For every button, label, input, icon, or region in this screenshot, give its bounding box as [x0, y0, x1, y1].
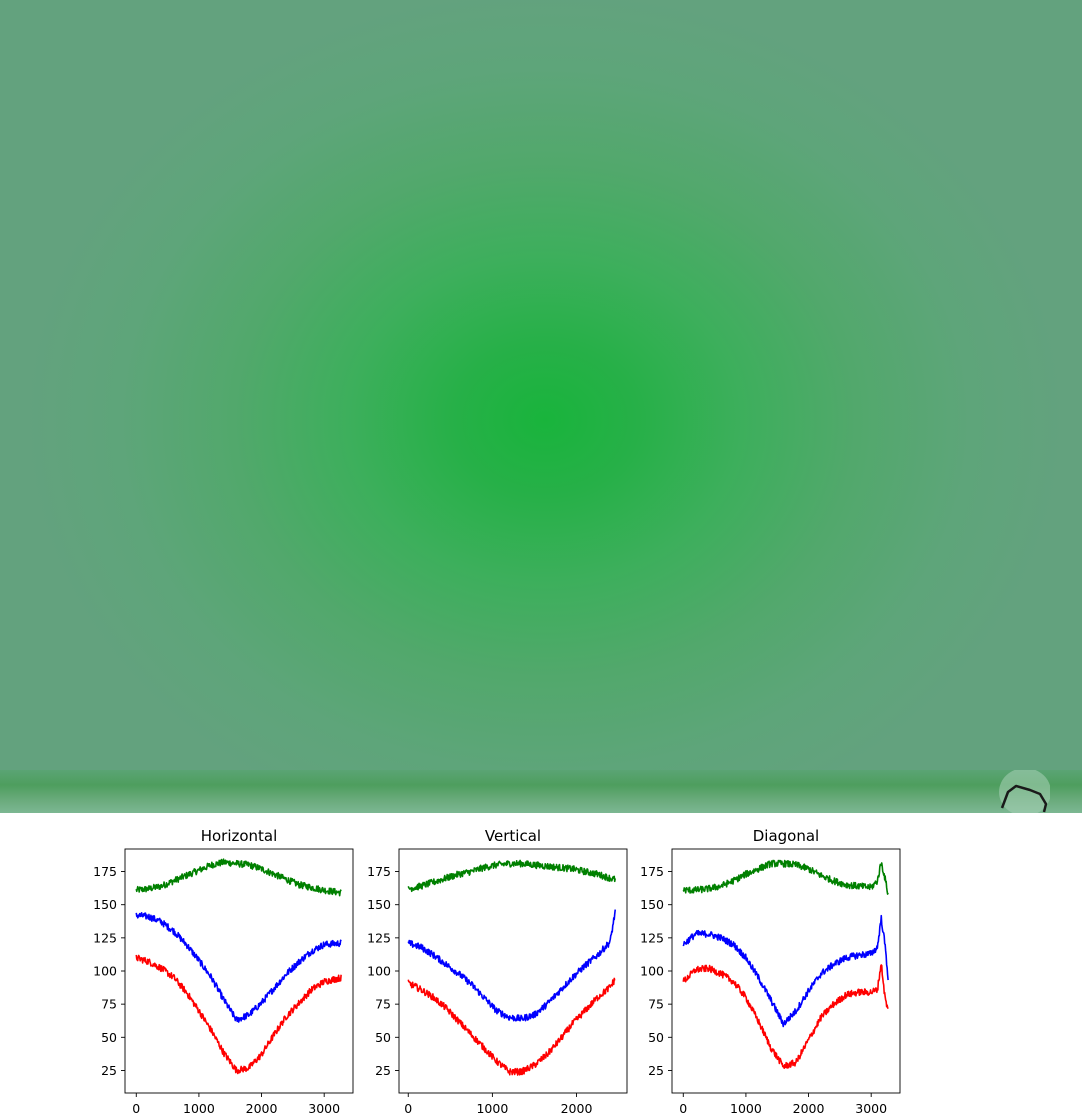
y-tick-label: 25	[101, 1063, 117, 1078]
y-tick-label: 75	[648, 997, 664, 1012]
profile-charts: Horizontal 25 50 75 100 125 150 175 0 1000 2000 300…	[0, 813, 1082, 1113]
y-tick-label: 150	[93, 897, 117, 912]
y-tick-label: 100	[93, 964, 117, 979]
y-tick-label: 100	[640, 964, 664, 979]
series-line-2	[407, 977, 616, 1076]
chart-horizontal: Horizontal 25 50 75 100 125 150 175 0 1000 2000 300…	[93, 827, 354, 1113]
x-tick-label: 1000	[730, 1101, 762, 1113]
y-tick-label: 175	[367, 864, 391, 879]
x-tick-label: 0	[679, 1101, 687, 1113]
y-tick-label: 50	[375, 1030, 391, 1045]
y-tick-label: 150	[367, 897, 391, 912]
y-tick-label: 50	[101, 1030, 117, 1045]
x-tick-label: 2000	[561, 1101, 593, 1113]
y-tick-label: 125	[640, 930, 664, 945]
series-line-0	[682, 859, 889, 895]
x-tick-label: 2000	[793, 1101, 825, 1113]
x-tick-label: 1000	[476, 1101, 508, 1113]
x-tick-label: 2000	[246, 1101, 278, 1113]
photo-bottom-band	[0, 770, 1082, 813]
chart-title: Diagonal	[753, 827, 819, 845]
y-tick-label: 75	[101, 997, 117, 1012]
x-tick-label: 1000	[183, 1101, 215, 1113]
y-tick-label: 100	[367, 964, 391, 979]
chart-title: Horizontal	[201, 827, 278, 845]
y-tick-label: 75	[375, 997, 391, 1012]
axes-frame	[398, 848, 628, 1094]
chart-title: Vertical	[485, 827, 541, 845]
x-tick-label: 3000	[855, 1101, 887, 1113]
y-tick-label: 50	[648, 1030, 664, 1045]
series-line-1	[135, 912, 342, 1023]
y-tick-label: 25	[375, 1063, 391, 1078]
y-tick-label: 125	[93, 930, 117, 945]
series-line-0	[407, 859, 617, 893]
x-tick-label: 0	[404, 1101, 412, 1113]
x-tick-label: 0	[132, 1101, 140, 1113]
series-line-0	[135, 858, 342, 897]
x-tick-label: 3000	[308, 1101, 340, 1113]
series-line-2	[135, 954, 342, 1075]
photo-corner-mark	[999, 770, 1050, 813]
y-tick-label: 175	[640, 864, 664, 879]
y-tick-label: 125	[367, 930, 391, 945]
series-line-1	[407, 909, 617, 1022]
y-tick-label: 150	[640, 897, 664, 912]
chart-vertical: Vertical 25 50 75 100 125 150 175 0 1000 2000	[367, 827, 628, 1113]
series-line-2	[682, 964, 889, 1070]
y-tick-label: 25	[648, 1063, 664, 1078]
y-tick-label: 175	[93, 864, 117, 879]
photo-green-surface	[0, 0, 1082, 813]
series-line-1	[682, 914, 889, 1028]
chart-diagonal: Diagonal 25 50 75 100 125 150 175 0 1000 2000 3000	[640, 827, 901, 1113]
